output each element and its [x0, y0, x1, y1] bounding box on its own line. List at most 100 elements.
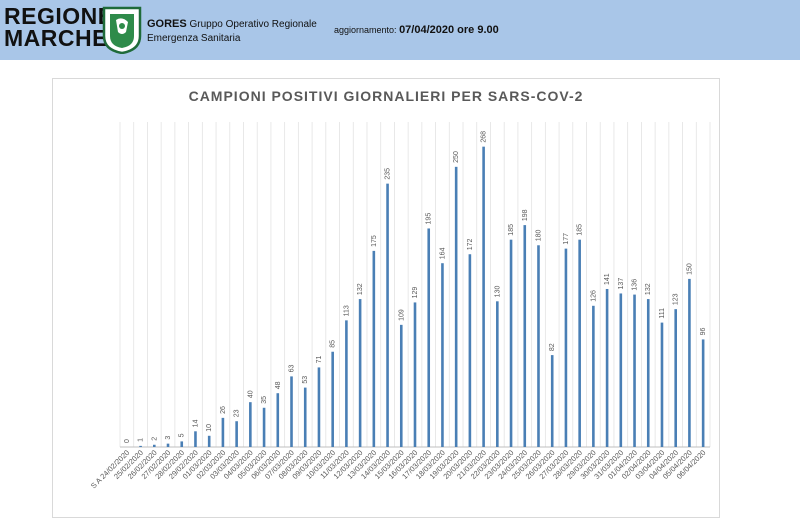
data-label: 180: [535, 229, 542, 241]
data-label: 71: [316, 356, 323, 364]
data-label: 126: [590, 290, 597, 302]
bar: [592, 305, 595, 447]
org-desc-2: Emergenza Sanitaria: [147, 33, 241, 44]
bar: [523, 225, 527, 447]
data-label: 23: [234, 409, 241, 417]
bar: [399, 324, 403, 447]
data-label: 14: [192, 419, 199, 427]
bar: [509, 239, 513, 447]
data-label: 198: [522, 209, 529, 221]
logo-line-1: REGIONE: [4, 3, 114, 29]
bar: [139, 445, 142, 447]
bar: [303, 387, 307, 447]
region-emblem-icon: [102, 6, 142, 54]
data-label: 111: [659, 308, 666, 319]
bar: [619, 293, 623, 447]
bar: [262, 407, 266, 447]
bar: [605, 288, 609, 447]
bar: [194, 431, 197, 447]
data-label: 35: [261, 396, 268, 404]
data-label: 53: [302, 376, 309, 384]
data-label: 136: [632, 279, 639, 291]
data-label: 172: [467, 238, 474, 250]
data-label: 250: [453, 151, 460, 163]
bar: [537, 245, 540, 447]
region-logo-text: REGIONE MARCHE: [4, 3, 114, 51]
logo-line-2: MARCHE: [4, 25, 108, 51]
update-info: aggiornamento: 07/04/2020 ore 9.00: [334, 24, 499, 36]
org-name: GORES: [147, 18, 187, 30]
bar: [646, 299, 650, 447]
bar: [701, 339, 705, 447]
data-label: 82: [549, 343, 556, 351]
bar: [290, 376, 293, 447]
data-label: 164: [439, 247, 446, 259]
data-label: 141: [604, 273, 611, 285]
bar: [496, 301, 499, 447]
data-label: 175: [371, 235, 378, 247]
org-info: GORES Gruppo Operativo Regionale Emergen…: [147, 17, 317, 46]
bar: [427, 228, 431, 447]
bar: [441, 263, 444, 447]
data-label: 10: [206, 424, 213, 432]
bar: [660, 322, 664, 447]
data-label: 195: [426, 213, 433, 225]
bar: [386, 183, 389, 447]
bar: [358, 299, 362, 447]
data-label: 1: [138, 438, 145, 442]
data-label: 132: [645, 283, 652, 295]
header-bar: REGIONE MARCHE GORES Gruppo Operativo Re…: [0, 0, 800, 60]
chart-container: [52, 78, 720, 518]
chart-title: CAMPIONI POSITIVI GIORNALIERI PER SARS-C…: [188, 88, 584, 104]
data-label: 40: [247, 390, 254, 398]
bar: [153, 444, 156, 447]
bar: [372, 250, 376, 447]
data-label: 268: [481, 131, 488, 143]
bar: [413, 302, 417, 447]
bar: [249, 402, 252, 447]
data-label: 123: [673, 293, 680, 305]
bar: [482, 146, 485, 448]
data-label: 185: [577, 224, 584, 236]
data-label: 129: [412, 287, 419, 299]
update-label: aggiornamento:: [334, 25, 397, 35]
data-label: 3: [165, 436, 172, 440]
bar: [468, 254, 472, 447]
bar: [166, 443, 170, 447]
bar: [317, 367, 321, 447]
bar: [633, 294, 636, 447]
bar: [276, 393, 280, 447]
data-label: 185: [508, 224, 515, 236]
data-label: 113: [343, 305, 350, 316]
bar: [674, 309, 677, 447]
data-label: 177: [563, 233, 570, 245]
data-label: 63: [289, 365, 296, 373]
data-label: 130: [494, 286, 501, 298]
data-label: 235: [385, 168, 392, 180]
data-label: 48: [275, 381, 282, 389]
data-label: 150: [686, 263, 693, 275]
data-label: 137: [618, 278, 625, 290]
data-label: 0: [124, 439, 131, 443]
bar: [564, 248, 568, 447]
update-value: 07/04/2020 ore 9.00: [399, 24, 499, 36]
org-desc-1: Gruppo Operativo Regionale: [189, 19, 317, 30]
bar: [221, 417, 225, 447]
data-label: 5: [179, 433, 186, 437]
data-label: 85: [330, 340, 337, 348]
bar: [345, 320, 348, 447]
data-label: 26: [220, 406, 227, 414]
data-label: 109: [398, 309, 405, 321]
data-label: 96: [700, 328, 707, 336]
bar: [550, 355, 554, 447]
bar: [235, 421, 238, 447]
bar: [207, 435, 211, 447]
data-label: 132: [357, 283, 364, 295]
bar: [180, 441, 184, 447]
bar: [578, 239, 581, 447]
bar: [688, 278, 691, 447]
bar: [454, 166, 458, 448]
data-label: 2: [151, 437, 158, 441]
bar: [331, 351, 334, 447]
